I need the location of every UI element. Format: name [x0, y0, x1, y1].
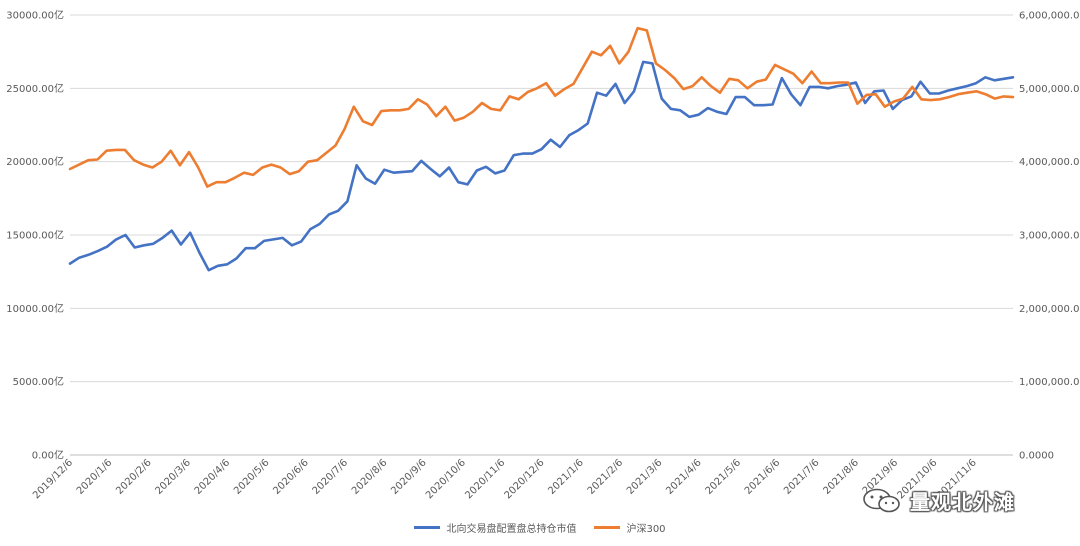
- y-right-tick-label: 0.0000: [1019, 451, 1054, 462]
- x-tick-label: 2021/6/6: [743, 457, 783, 497]
- x-tick-label: 2020/6/6: [271, 457, 311, 497]
- legend: 北向交易盘配置盘总持仓市值 沪深300: [0, 517, 1080, 537]
- y-left-tick-label: 15000.00亿: [6, 229, 64, 242]
- legend-item-series-1[interactable]: 北向交易盘配置盘总持仓市值: [414, 520, 576, 535]
- legend-label-series-2: 沪深300: [626, 523, 666, 535]
- watermark-text: 量观北外滩: [910, 490, 1015, 514]
- x-tick-label: 2020/12/6: [503, 457, 547, 501]
- legend-swatch-series-2: [594, 525, 621, 529]
- y-left-tick-label: 0.00亿: [32, 449, 64, 462]
- y-right-tick-label: 3,000,000.0000: [1019, 231, 1080, 242]
- series-layer: [68, 26, 1015, 272]
- x-tick-label: 2020/4/6: [193, 457, 233, 497]
- legend-swatch-series-1: [414, 525, 441, 529]
- y-right-tick-label: 1,000,000.0000: [1019, 377, 1080, 388]
- y-left-tick-label: 25000.00亿: [6, 82, 64, 95]
- x-tick-label: 2020/8/6: [350, 457, 390, 497]
- y-left-tick-label: 5000.00亿: [13, 375, 64, 388]
- x-tick-label: 2021/7/6: [782, 457, 822, 497]
- x-tick-label: 2020/1/6: [75, 457, 115, 497]
- y-left-tick-label: 30000.00亿: [6, 9, 64, 22]
- y-right-tick-label: 2,000,000.0000: [1019, 304, 1080, 315]
- x-tick-label: 2020/11/6: [463, 457, 507, 501]
- legend-item-series-2[interactable]: 沪深300: [594, 520, 666, 535]
- x-tick-label: 2021/8/6: [821, 457, 861, 497]
- y-left-tick-label: 20000.00亿: [6, 155, 64, 168]
- watermark: 量观北外滩: [862, 486, 1015, 515]
- y-right-tick-label: 4,000,000.0000: [1019, 157, 1080, 168]
- x-tick-label: 2021/1/6: [546, 457, 586, 497]
- legend-label-series-1: 北向交易盘配置盘总持仓市值: [446, 523, 577, 535]
- x-axis: 2019/12/6 2020/1/6 2020/2/6 2020/3/6 2020/4/…: [31, 457, 979, 501]
- x-tick-label: 2020/2/6: [114, 457, 154, 497]
- x-tick-label: 2020/9/6: [389, 457, 429, 497]
- x-tick-label: 2020/7/6: [311, 457, 351, 497]
- x-tick-label: 2021/2/6: [586, 457, 626, 497]
- x-tick-label: 2021/5/6: [704, 457, 744, 497]
- x-tick-label: 2020/3/6: [153, 457, 193, 497]
- x-tick-label: 2020/5/6: [232, 457, 272, 497]
- series-line-1: [68, 60, 1015, 272]
- right-axis: 0.0000 1,000,000.0000 2,000,000.0000 3,000,…: [1019, 11, 1080, 462]
- series-line-2: [68, 26, 1015, 188]
- wechat-icon: [863, 488, 900, 512]
- x-tick-label: 2019/12/6: [31, 457, 75, 501]
- x-tick-label: 2021/4/6: [664, 457, 704, 497]
- gridlines: [70, 14, 1013, 456]
- y-left-tick-label: 10000.00亿: [6, 302, 64, 315]
- left-axis: 0.00亿 5000.00亿 10000.00亿 15000.00亿 20000.00亿…: [6, 9, 64, 462]
- x-tick-label: 2020/10/6: [424, 457, 468, 501]
- x-tick-label: 2021/3/6: [625, 457, 665, 497]
- y-right-tick-label: 6,000,000.0000: [1019, 11, 1080, 22]
- y-right-tick-label: 5,000,000.0000: [1019, 84, 1080, 95]
